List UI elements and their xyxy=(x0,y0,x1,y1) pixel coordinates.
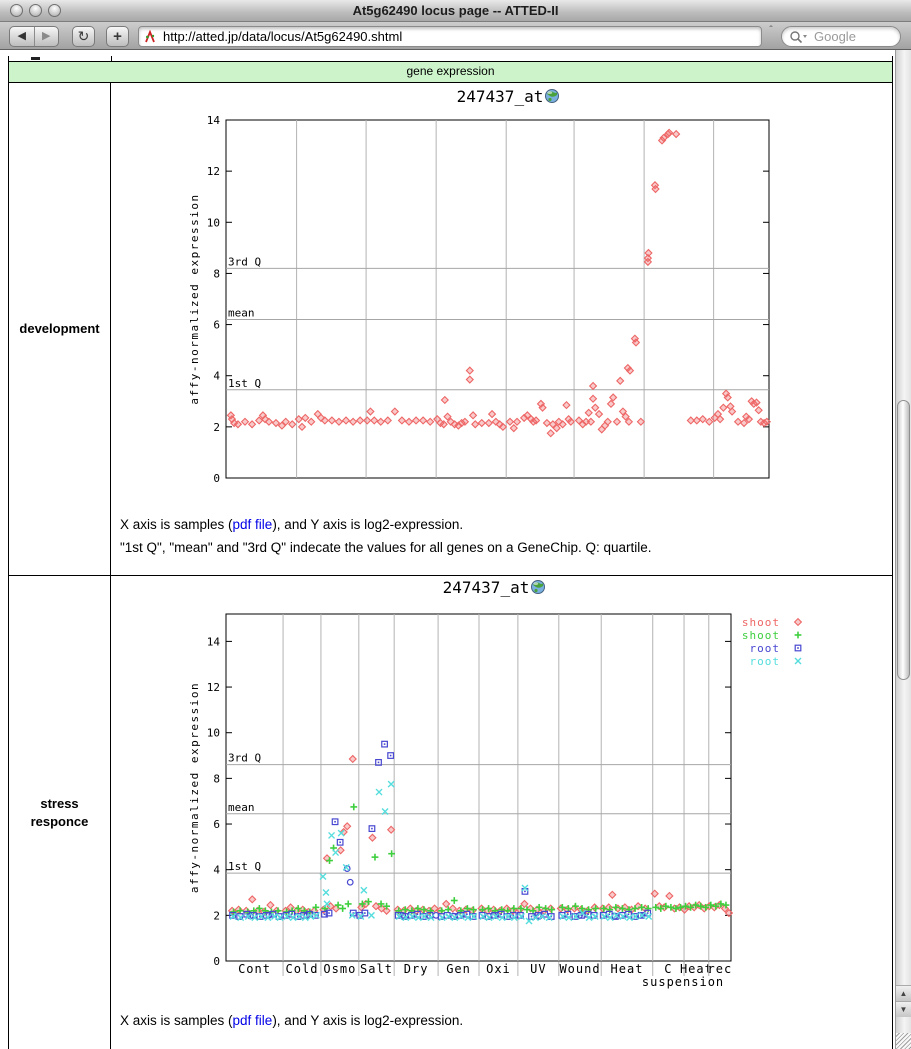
window-title: At5g62490 locus page -- ATTED-II xyxy=(352,3,559,18)
y-tick-label: 12 xyxy=(207,165,220,178)
scroll-up-button[interactable]: ▲ xyxy=(896,985,911,1001)
y-tick-label: 14 xyxy=(207,114,221,127)
x-section-label: Osmo xyxy=(323,962,356,976)
legend-label: shoot xyxy=(742,629,780,642)
x-section-label: Cold xyxy=(286,962,319,976)
y-tick-label: 8 xyxy=(213,772,220,785)
x-section-label: C xyxy=(664,962,672,976)
y-axis-label: affy-normalized expression xyxy=(188,682,201,893)
scrollbar-thumb[interactable] xyxy=(897,400,910,680)
reference-line-label: 1st Q xyxy=(228,377,261,390)
globe-link-icon[interactable] xyxy=(545,89,559,103)
y-tick-label: 4 xyxy=(213,370,220,383)
vertical-scrollbar[interactable]: ▲ ▼ xyxy=(895,50,911,1049)
globe-link-icon[interactable] xyxy=(531,580,545,594)
x-section-label: Heat xyxy=(680,962,713,976)
x-section-label: rec xyxy=(708,962,733,976)
page-content: gene expression development 247437_at aff… xyxy=(0,50,895,1049)
y-tick-label: 8 xyxy=(213,267,220,280)
legend-label: root xyxy=(750,655,781,668)
locus-table: gene expression development 247437_at aff… xyxy=(8,56,893,1049)
stress-responce-cell: 247437_at affy-normalized expression 1st Q… xyxy=(112,576,892,1049)
x-section-sublabel: suspension xyxy=(642,975,724,989)
stress-caption: X axis is samples (pdf file), and Y axis… xyxy=(120,1013,464,1028)
window-titlebar[interactable]: At5g62490 locus page -- ATTED-II xyxy=(0,0,911,22)
back-button[interactable]: ◀ xyxy=(17,30,26,42)
y-tick-label: 2 xyxy=(213,909,220,922)
reference-line-label: mean xyxy=(228,801,255,814)
development-row: development 247437_at affy-normalized exp… xyxy=(8,83,893,576)
forward-button[interactable]: ▶ xyxy=(33,27,59,46)
x-section-label: UV xyxy=(530,962,546,976)
y-tick-label: 10 xyxy=(207,727,220,740)
reference-line-label: 3rd Q xyxy=(228,752,261,765)
address-bar-caret-button[interactable]: ˆ xyxy=(769,25,773,36)
zoom-window-button[interactable] xyxy=(48,4,61,17)
scroll-down-button[interactable]: ▼ xyxy=(896,1001,911,1017)
search-field[interactable] xyxy=(781,26,901,47)
new-tab-button[interactable]: + xyxy=(106,26,129,47)
url-input[interactable] xyxy=(161,28,751,45)
y-tick-label: 2 xyxy=(213,421,220,434)
partial-row-remnant xyxy=(31,57,40,60)
reload-button[interactable]: ↻ xyxy=(72,26,95,47)
close-window-button[interactable] xyxy=(10,4,23,17)
y-tick-label: 6 xyxy=(213,818,220,831)
stress-responce-chart: 247437_at affy-normalized expression 1st Q… xyxy=(186,578,808,1004)
stress-responce-row: stress responce 247437_at affy-normalized… xyxy=(8,576,893,1049)
window-resize-grip[interactable] xyxy=(896,1033,911,1049)
magnifier-icon xyxy=(789,30,809,49)
y-tick-label: 0 xyxy=(213,955,220,968)
development-expression-plot: 247437_at affy-normalized expression 1st Q… xyxy=(188,87,772,485)
pdf-file-link[interactable]: pdf file xyxy=(232,1013,273,1028)
minimize-window-button[interactable] xyxy=(29,4,42,17)
quartile-note: "1st Q", "mean" and "3rd Q" indecate the… xyxy=(120,540,652,555)
development-chart: 247437_at affy-normalized expression 1st Q… xyxy=(186,86,792,507)
x-section-label: Wound xyxy=(559,962,600,976)
address-bar[interactable] xyxy=(138,26,762,47)
browser-toolbar: ◀ ▶ ↻ + ˆ xyxy=(0,22,911,50)
development-cell: 247437_at affy-normalized expression 1st Q… xyxy=(112,83,892,575)
site-favicon-icon xyxy=(144,29,157,49)
y-tick-label: 0 xyxy=(213,472,220,485)
y-tick-label: 4 xyxy=(213,864,220,877)
development-caption: X axis is samples (pdf file), and Y axis… xyxy=(120,513,652,559)
x-section-label: Heat xyxy=(611,962,644,976)
x-section-label: Gen xyxy=(446,962,471,976)
legend-label: shoot xyxy=(742,616,780,629)
search-input[interactable] xyxy=(812,28,894,45)
chart-title: 247437_at xyxy=(457,87,544,106)
y-tick-label: 14 xyxy=(207,635,221,648)
stress-responce-expression-plot: 247437_at affy-normalized expression 1st Q… xyxy=(188,578,803,989)
x-section-label: Oxi xyxy=(486,962,511,976)
x-section-label: Salt xyxy=(360,962,393,976)
row-label-development: development xyxy=(9,83,111,575)
y-tick-label: 10 xyxy=(207,216,220,229)
pdf-file-link[interactable]: pdf file xyxy=(232,517,273,532)
partial-previous-row xyxy=(8,56,893,62)
reference-line-label: 3rd Q xyxy=(228,255,261,268)
y-axis-label: affy-normalized expression xyxy=(188,193,201,404)
reference-line-label: mean xyxy=(228,306,255,319)
column-divider xyxy=(111,56,112,61)
y-tick-label: 6 xyxy=(213,319,220,332)
nav-buttons: ◀ ▶ xyxy=(9,26,59,47)
x-section-label: Cont xyxy=(238,962,271,976)
legend-label: root xyxy=(750,642,781,655)
chart-title: 247437_at xyxy=(443,579,530,597)
section-header-gene-expression: gene expression xyxy=(8,62,893,83)
x-section-label: Dry xyxy=(404,962,429,976)
reference-line-label: 1st Q xyxy=(228,860,261,873)
y-tick-label: 12 xyxy=(207,681,220,694)
row-label-stress-responce: stress responce xyxy=(9,576,111,1049)
